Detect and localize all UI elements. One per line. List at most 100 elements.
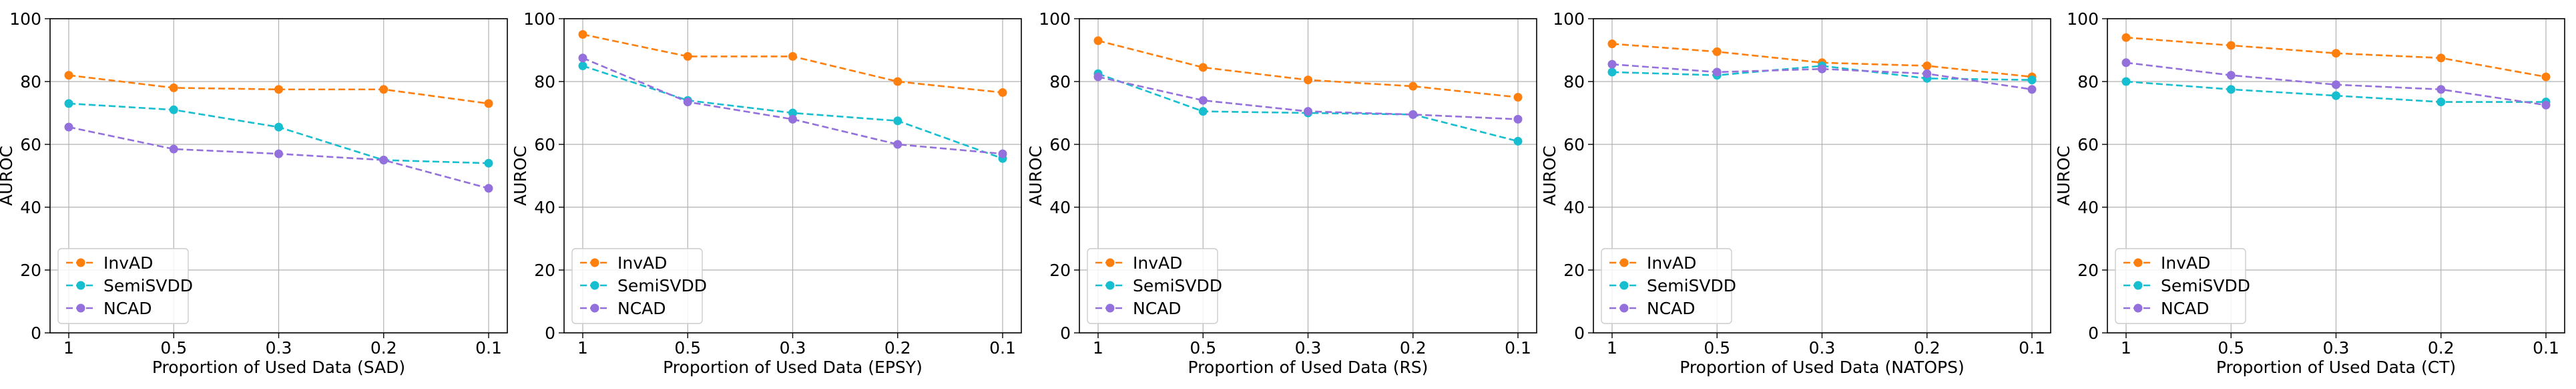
- data-point-ncad: [578, 53, 587, 63]
- legend-marker-invad: [76, 258, 85, 267]
- x-tick-label: 0.1: [475, 338, 502, 358]
- data-point-ncad: [1198, 96, 1208, 105]
- y-tick-label: 100: [523, 9, 555, 29]
- x-axis-label: Proportion of Used Data (EPSY): [663, 358, 923, 377]
- data-point-semisvdd: [2226, 85, 2236, 94]
- legend-label-ncad: NCAD: [2161, 299, 2210, 318]
- legend-marker-invad: [2133, 258, 2143, 267]
- data-point-invad: [2541, 72, 2551, 82]
- legend-label-semisvdd: SemiSVDD: [103, 276, 193, 295]
- data-point-ncad: [998, 149, 1007, 158]
- legend-box: [571, 248, 703, 324]
- legend-label-invad: InvAD: [103, 253, 153, 273]
- legend-marker-semisvdd: [1105, 281, 1115, 290]
- y-axis-label: AUROC: [1540, 146, 1559, 206]
- y-tick-label: 20: [534, 261, 555, 280]
- data-point-invad: [683, 51, 692, 61]
- legend-label-semisvdd: SemiSVDD: [617, 276, 707, 295]
- chart-panel-1: 1 0.5 0.3 0.2 0.1 0 20 40 60 80 100 Proportion of U…: [0, 9, 508, 377]
- data-point-ncad: [1922, 69, 1932, 78]
- legend-label-invad: InvAD: [1647, 253, 1696, 273]
- x-tick-label: 1: [2121, 338, 2131, 358]
- x-tick-label: 0.1: [1505, 338, 1531, 358]
- data-point-semisvdd: [1607, 68, 1617, 77]
- data-point-semisvdd: [64, 99, 73, 108]
- legend-marker-ncad: [2133, 303, 2143, 313]
- data-point-invad: [484, 99, 493, 108]
- x-tick-label: 0.5: [2218, 338, 2244, 358]
- x-tick-label: 0.3: [2323, 338, 2350, 358]
- x-tick-label: 0.2: [884, 338, 911, 358]
- data-point-ncad: [1093, 72, 1103, 82]
- legend-box: [1087, 248, 1218, 324]
- chart-panel-5: 1 0.5 0.3 0.2 0.1 0 20 40 60 80 100 Proportion of U…: [2054, 9, 2565, 377]
- data-point-semisvdd: [2121, 77, 2131, 86]
- data-point-invad: [1304, 76, 1312, 85]
- legend-label-semisvdd: SemiSVDD: [2161, 276, 2250, 295]
- y-tick-label: 20: [1049, 261, 1071, 280]
- data-point-semisvdd: [578, 61, 587, 70]
- data-point-ncad: [2226, 71, 2236, 80]
- y-tick-label: 0: [1060, 323, 1071, 343]
- data-point-invad: [2436, 53, 2446, 63]
- x-tick-label: 1: [1093, 338, 1103, 358]
- data-point-semisvdd: [788, 108, 797, 118]
- data-point-invad: [578, 30, 587, 39]
- x-tick-label: 0.5: [160, 338, 187, 358]
- y-tick-label: 0: [2088, 323, 2099, 343]
- legend-label-semisvdd: SemiSVDD: [1647, 276, 1736, 295]
- y-tick-label: 60: [1049, 135, 1071, 154]
- data-point-ncad: [64, 122, 73, 132]
- data-point-ncad: [2332, 80, 2340, 90]
- y-tick-label: 60: [1563, 135, 1585, 154]
- data-point-invad: [1922, 61, 1932, 70]
- legend-marker-invad: [1619, 258, 1629, 267]
- y-tick-label: 80: [534, 72, 555, 92]
- legend-marker-ncad: [1105, 303, 1115, 313]
- y-tick-label: 80: [20, 72, 41, 92]
- legend-marker-semisvdd: [1619, 281, 1629, 290]
- legend-label-invad: InvAD: [1133, 253, 1182, 273]
- x-tick-label: 0.5: [674, 338, 701, 358]
- data-point-ncad: [1607, 59, 1617, 69]
- data-point-invad: [1408, 82, 1418, 91]
- y-tick-label: 0: [31, 323, 41, 343]
- x-axis-label: Proportion of Used Data (NATOPS): [1680, 358, 1964, 377]
- y-tick-label: 100: [2067, 9, 2099, 29]
- data-point-ncad: [683, 98, 692, 107]
- data-point-semisvdd: [484, 158, 493, 168]
- legend-label-ncad: NCAD: [1647, 299, 1696, 318]
- series-line-ncad: [582, 57, 1003, 155]
- data-point-ncad: [2027, 85, 2037, 94]
- y-tick-label: 60: [534, 135, 555, 154]
- data-point-invad: [64, 71, 73, 80]
- x-tick-label: 0.2: [1914, 338, 1941, 358]
- data-point-ncad: [1818, 64, 1826, 74]
- y-axis-label: AUROC: [0, 146, 16, 206]
- legend-label-ncad: NCAD: [1133, 299, 1182, 318]
- chart-panel-2: 1 0.5 0.3 0.2 0.1 0 20 40 60 80 100 Proportion of U…: [511, 9, 1022, 377]
- legend-marker-ncad: [590, 303, 599, 313]
- data-point-ncad: [2436, 85, 2446, 94]
- legend-marker-invad: [590, 258, 599, 267]
- data-point-semisvdd: [274, 122, 283, 132]
- y-tick-label: 100: [9, 9, 41, 29]
- x-tick-label: 0.3: [266, 338, 292, 358]
- data-point-semisvdd: [1513, 136, 1523, 146]
- data-point-invad: [274, 85, 283, 94]
- data-point-ncad: [379, 156, 389, 164]
- data-point-semisvdd: [893, 116, 903, 126]
- legend-label-invad: InvAD: [617, 253, 667, 273]
- y-tick-label: 40: [2077, 198, 2099, 217]
- x-axis-label: Proportion of Used Data (RS): [1188, 358, 1429, 377]
- data-point-semisvdd: [2027, 76, 2037, 85]
- data-point-invad: [1607, 39, 1617, 49]
- x-tick-label: 0.2: [2428, 338, 2455, 358]
- data-point-ncad: [2541, 100, 2551, 110]
- data-point-ncad: [169, 144, 178, 154]
- data-point-invad: [998, 88, 1007, 97]
- x-tick-label: 0.2: [370, 338, 397, 358]
- y-axis-label: AUROC: [511, 146, 530, 206]
- x-tick-label: 0.1: [2533, 338, 2559, 358]
- data-point-ncad: [274, 149, 283, 158]
